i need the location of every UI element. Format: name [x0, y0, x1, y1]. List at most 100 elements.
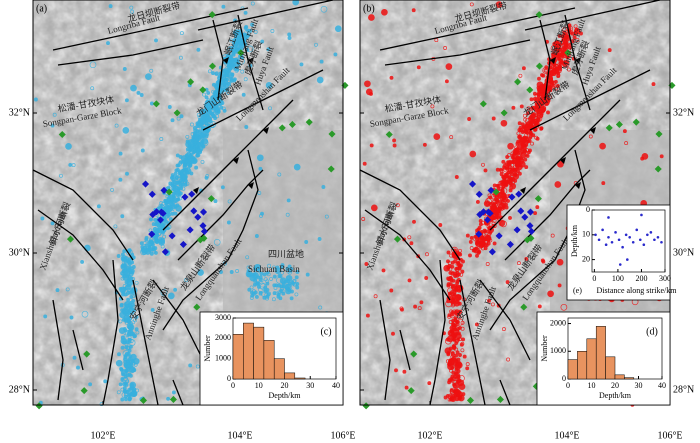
earthquake [524, 136, 528, 141]
earthquake [475, 237, 479, 242]
earthquake [457, 315, 462, 320]
earthquake [453, 332, 458, 337]
earthquake [427, 381, 432, 386]
earthquake [484, 235, 492, 242]
earthquake [156, 220, 160, 225]
earthquake [130, 289, 134, 294]
station-blue [488, 248, 496, 256]
earthquake [517, 121, 522, 126]
station-blue [168, 232, 176, 240]
earthquake [456, 379, 461, 384]
y-tick-label: 10 [582, 230, 590, 239]
earthquake [455, 261, 460, 266]
hist-bar [263, 340, 275, 380]
earthquake [522, 113, 527, 118]
map-label: 四川盆地 [268, 248, 304, 259]
plot-frame [591, 209, 666, 273]
scatter-point [614, 231, 617, 234]
earthquake [540, 73, 544, 78]
earthquake [505, 280, 510, 285]
earthquake [523, 157, 528, 162]
x-tick-label: 20 [611, 381, 619, 390]
earthquake [524, 165, 529, 170]
y-axis-label: Number [540, 335, 549, 362]
scatter-point [626, 258, 629, 261]
earthquake [501, 327, 506, 332]
earthquake [446, 299, 451, 304]
earthquake [295, 285, 300, 290]
earthquake [230, 78, 234, 83]
earthquake [201, 134, 206, 139]
earthquake [319, 59, 324, 64]
earthquake [314, 42, 318, 47]
earthquake [462, 354, 467, 359]
earthquake [122, 249, 127, 254]
station-green [534, 195, 542, 203]
earthquake [269, 276, 274, 281]
earthquake [253, 290, 258, 295]
earthquake [211, 71, 215, 76]
earthquake [276, 276, 283, 284]
lat-label: 28°N [673, 384, 694, 395]
earthquake [517, 171, 522, 176]
earthquake [127, 324, 135, 331]
earthquake [529, 107, 534, 112]
earthquake [552, 69, 557, 74]
earthquake [130, 368, 135, 373]
earthquake [550, 233, 555, 238]
earthquake [445, 359, 450, 364]
earthquake [450, 264, 455, 269]
earthquake [127, 335, 132, 340]
earthquake [505, 166, 510, 171]
earthquake [124, 345, 129, 350]
earthquake [416, 65, 421, 70]
scatter-point [638, 238, 642, 242]
earthquake [487, 298, 491, 303]
earthquake [290, 280, 295, 285]
earthquake [492, 241, 497, 246]
earthquake [529, 97, 534, 102]
earthquake [69, 315, 74, 320]
earthquake [72, 355, 77, 360]
earthquake [501, 196, 506, 201]
earthquake [202, 92, 207, 97]
earthquake [305, 272, 310, 277]
earthquake [285, 283, 293, 291]
earthquake [131, 298, 136, 303]
earthquake [262, 295, 267, 300]
fault [359, 169, 461, 261]
earthquake [123, 381, 128, 386]
earthquake [131, 265, 136, 269]
earthquake [243, 26, 248, 30]
earthquake [536, 117, 541, 122]
earthquake [534, 101, 539, 106]
fault [399, 329, 411, 371]
earthquake [136, 90, 141, 95]
earthquake [287, 36, 292, 40]
earthquake [271, 297, 276, 302]
earthquake [477, 225, 482, 230]
earthquake [370, 204, 378, 212]
earthquake [96, 204, 101, 209]
earthquake [128, 321, 133, 326]
scatter-point [649, 231, 653, 234]
panel-label: (b) [363, 3, 375, 14]
earthquake [183, 157, 188, 162]
earthquake [125, 363, 130, 368]
station-green [208, 62, 217, 70]
earthquake [241, 92, 246, 97]
earthquake [304, 240, 309, 244]
earthquake [452, 292, 457, 297]
earthquake [196, 112, 201, 117]
earthquake [556, 71, 561, 76]
y-tick-label: 0 [562, 374, 566, 383]
earthquake [200, 159, 205, 164]
earthquake [226, 53, 231, 58]
earthquake [474, 246, 478, 251]
earthquake [134, 327, 139, 332]
hist-bar [273, 358, 285, 380]
earthquake [90, 86, 95, 91]
earthquake [588, 134, 593, 139]
earthquake [122, 386, 127, 390]
scatter-point [628, 235, 631, 239]
